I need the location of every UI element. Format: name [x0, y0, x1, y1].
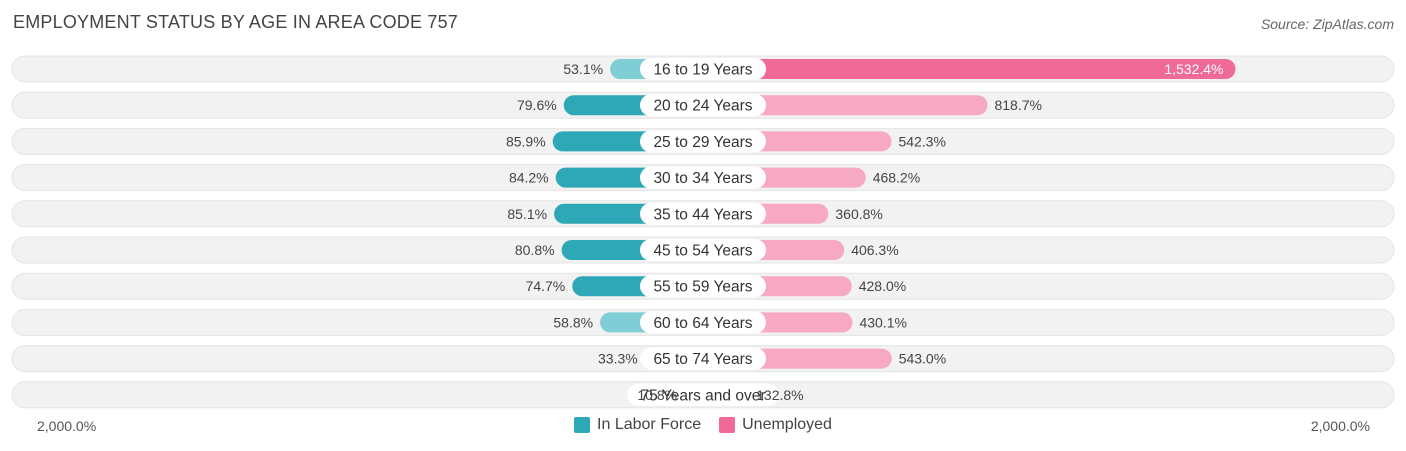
chart-row: 25 to 29 Years 85.9% 542.3% [11, 127, 1395, 155]
value-label-labor-force: 85.1% [507, 206, 547, 222]
category-label: 75 Years and over [641, 387, 766, 404]
category-label: 65 to 74 Years [653, 351, 752, 368]
value-label-unemployed: 1,532.4% [1164, 61, 1223, 77]
value-label-labor-force: 84.2% [509, 170, 549, 186]
value-label-labor-force: 33.3% [598, 351, 638, 367]
category-label-pill [640, 202, 766, 225]
category-label-pill [640, 166, 766, 189]
legend-label-labor-force: In Labor Force [597, 416, 702, 433]
value-label-labor-force: 80.8% [515, 242, 555, 258]
chart-row: 30 to 34 Years 84.2% 468.2% [11, 164, 1395, 192]
chart-row: 65 to 74 Years 33.3% 543.0% [11, 345, 1395, 373]
legend: In Labor Force Unemployed [0, 416, 1406, 434]
legend-item-unemployed: Unemployed [719, 416, 832, 434]
value-label-unemployed: 406.3% [851, 242, 898, 258]
chart-row: 60 to 64 Years 58.8% 430.1% [11, 308, 1395, 336]
value-label-unemployed: 468.2% [873, 170, 920, 186]
category-label-pill [640, 311, 766, 334]
category-label-pill [640, 58, 766, 80]
value-label-labor-force: 58.8% [553, 314, 593, 330]
chart-canvas: 16 to 19 Years 53.1% 1,532.4% 20 to 24 Year… [11, 55, 1395, 409]
value-label-unemployed: 818.7% [994, 97, 1041, 113]
chart-row: 35 to 44 Years 85.1% 360.8% [11, 200, 1395, 228]
category-label-pill [640, 239, 766, 261]
value-label-unemployed: 543.0% [899, 351, 946, 367]
chart-title: EMPLOYMENT STATUS BY AGE IN AREA CODE 75… [13, 12, 459, 32]
value-label-labor-force: 10.8% [637, 387, 677, 403]
category-label: 55 to 59 Years [653, 279, 752, 296]
value-label-unemployed: 360.8% [835, 206, 882, 222]
value-label-labor-force: 85.9% [506, 133, 546, 149]
legend-swatch-labor-force [574, 417, 591, 433]
category-label-pill [640, 275, 766, 298]
category-label: 25 to 29 Years [653, 134, 752, 151]
value-label-unemployed: 132.8% [756, 387, 803, 403]
chart-row: 55 to 59 Years 74.7% 428.0% [11, 272, 1395, 300]
value-label-labor-force: 74.7% [526, 278, 566, 294]
category-label-pill [640, 347, 766, 370]
category-label: 60 to 64 Years [653, 315, 752, 332]
legend-label-unemployed: Unemployed [742, 416, 832, 433]
chart-source: Source: ZipAtlas.com [1260, 16, 1394, 32]
bar-unemployed [693, 59, 1236, 79]
category-label-pill [627, 383, 779, 406]
legend-item-labor-force: In Labor Force [574, 416, 701, 434]
chart-row: 16 to 19 Years 53.1% 1,532.4% [11, 55, 1395, 83]
category-label: 30 to 34 Years [653, 170, 752, 187]
category-label-pill [640, 94, 766, 117]
category-label: 35 to 44 Years [653, 206, 752, 223]
chart-row: 20 to 24 Years 79.6% 818.7% [11, 91, 1395, 119]
value-label-unemployed: 430.1% [859, 314, 906, 330]
category-label: 20 to 24 Years [653, 98, 752, 115]
value-label-labor-force: 53.1% [563, 61, 603, 77]
value-label-unemployed: 428.0% [859, 278, 906, 294]
axis-left-label: 2,000.0% [37, 418, 97, 434]
chart-row: 45 to 54 Years 80.8% 406.3% [11, 236, 1395, 264]
category-label: 16 to 19 Years [653, 62, 752, 79]
value-label-labor-force: 79.6% [517, 97, 557, 113]
axis-right-label: 2,000.0% [1310, 418, 1370, 434]
value-label-unemployed: 542.3% [898, 133, 945, 149]
legend-swatch-unemployed [719, 417, 736, 433]
category-label: 45 to 54 Years [653, 243, 752, 260]
category-label-pill [640, 130, 766, 153]
bar-unemployed [693, 95, 988, 116]
